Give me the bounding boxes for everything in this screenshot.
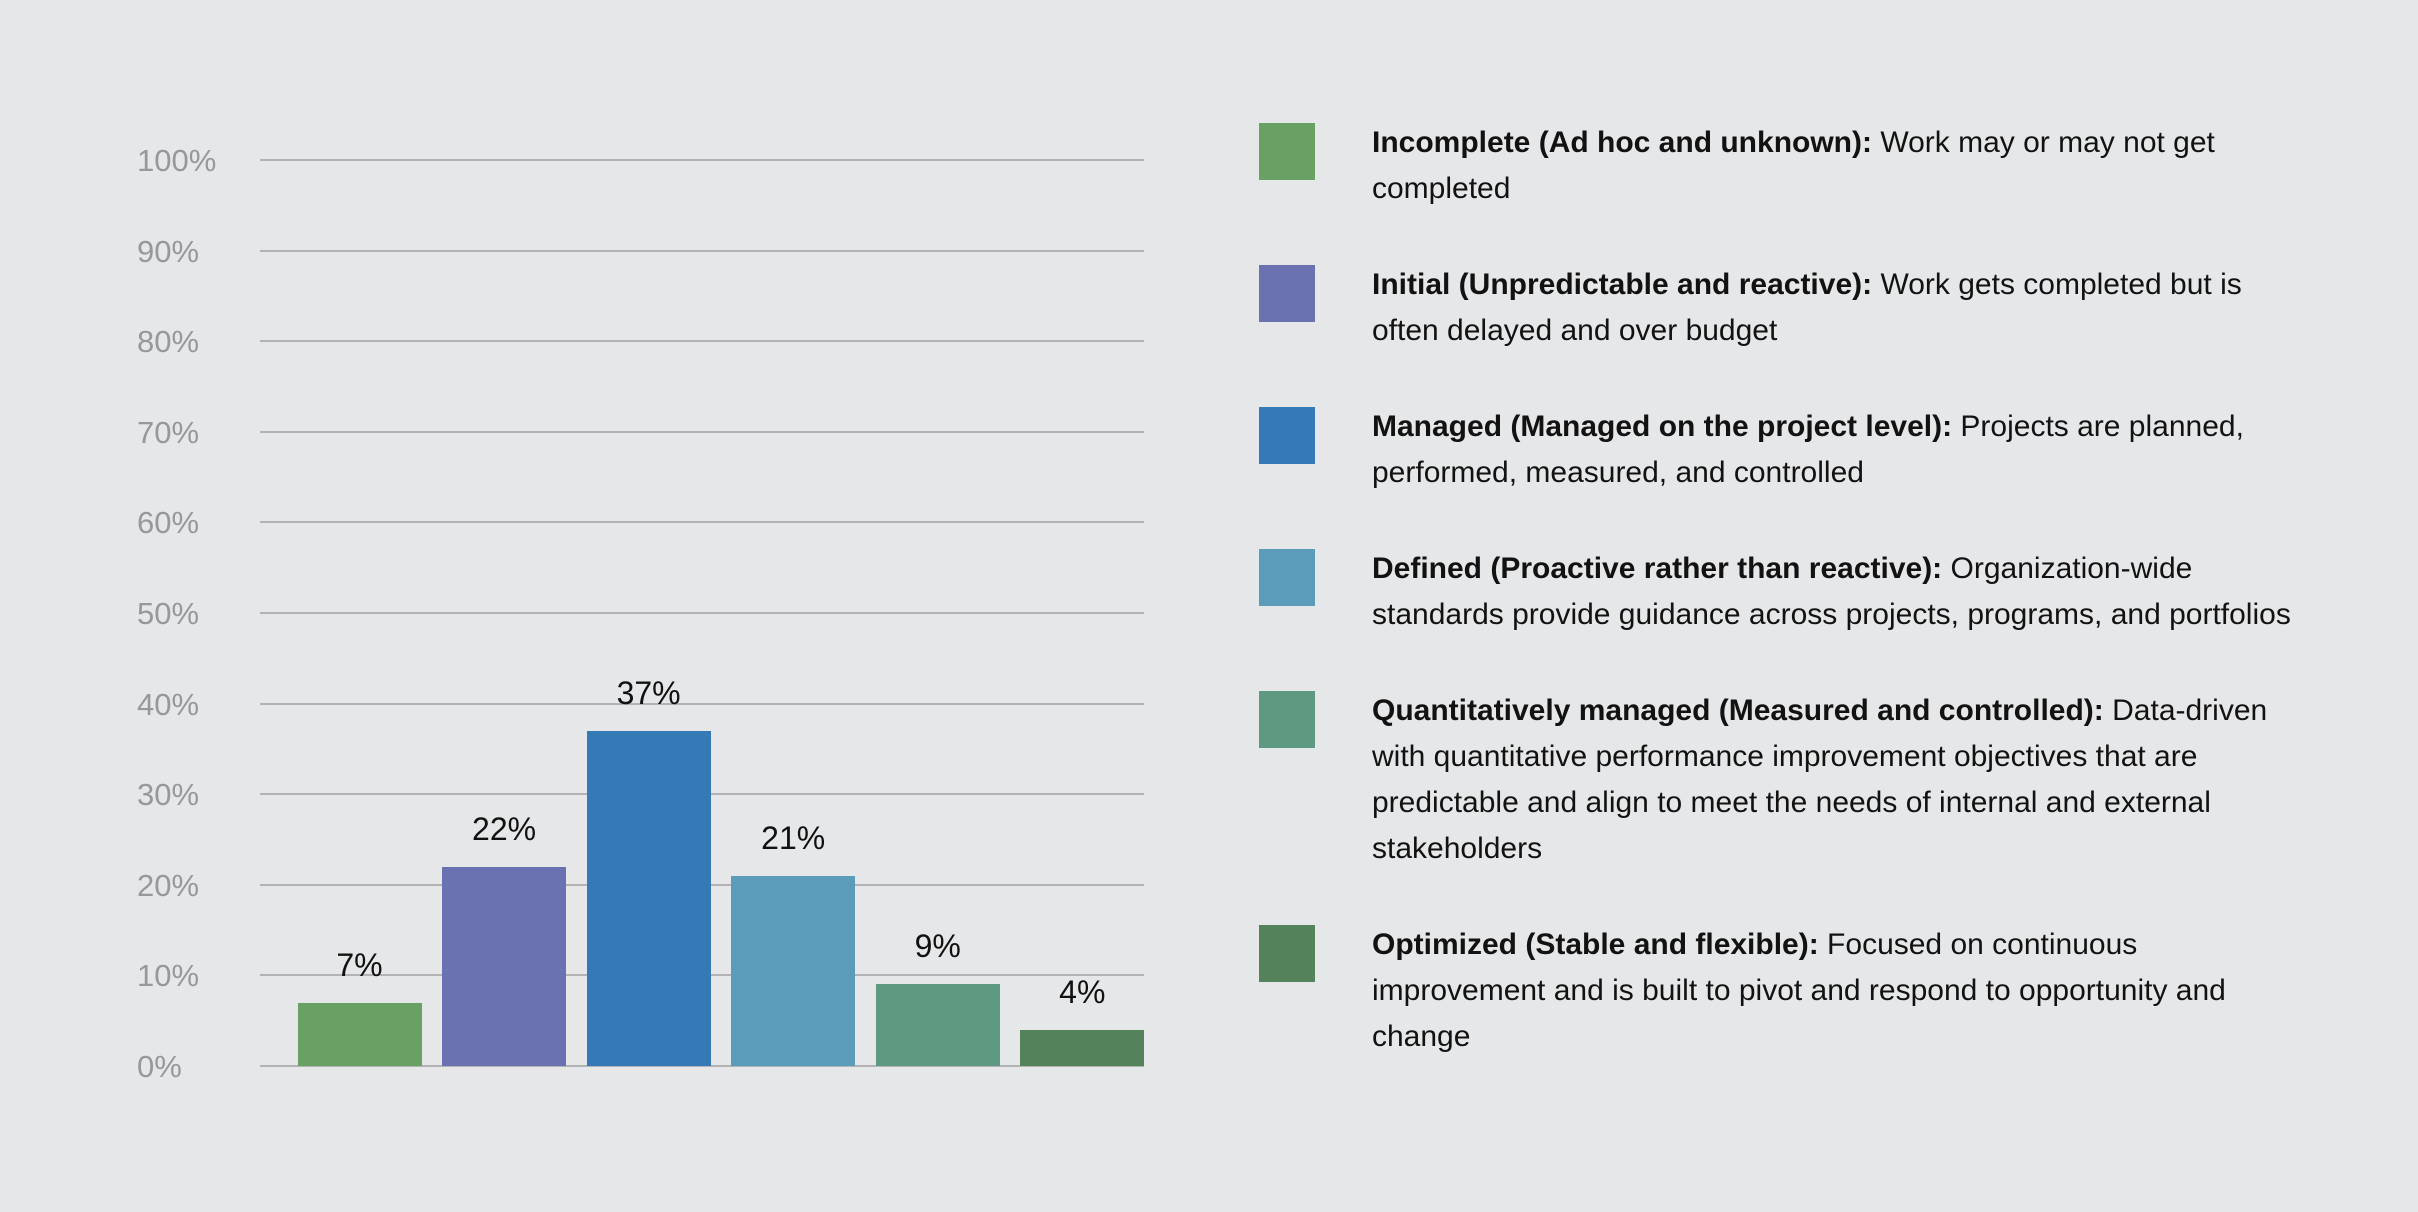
bar-value-label: 21% [761, 819, 826, 856]
y-axis-tick-label: 30% [137, 777, 200, 813]
gridline-70% [260, 430, 1144, 433]
gridline-100% [260, 159, 1144, 161]
y-axis-tick-label: 70% [137, 414, 200, 450]
legend-description: Work may or may not get completed [1372, 126, 2215, 205]
legend-text: Quantitatively managed (Measured and con… [1372, 688, 2302, 872]
legend-label: Incomplete (Ad hoc and unknown): [1372, 126, 1872, 159]
y-axis-tick-label: 20% [137, 867, 200, 903]
gridline-0% [260, 1065, 1144, 1067]
gridline-90% [260, 249, 1144, 252]
y-axis-tick-label: 60% [137, 505, 200, 541]
y-axis-tick-label: 40% [137, 686, 200, 722]
bar-quantitatively-managed [875, 984, 1000, 1066]
legend-item-1: Initial (Unpredictable and reactive): Wo… [1259, 262, 2302, 354]
legend-item-4: Quantitatively managed (Measured and con… [1259, 688, 2302, 872]
y-axis-tick-label: 50% [137, 596, 200, 631]
y-axis-tick-label: 100% [137, 143, 217, 178]
legend-swatch [1259, 407, 1315, 464]
legend-description: Organization-wide standards provide guid… [1372, 552, 2291, 631]
y-axis-tick-label: 10% [137, 958, 200, 994]
legend-description: Data-driven with quantitative performanc… [1372, 694, 2268, 865]
legend-text: Initial (Unpredictable and reactive): Wo… [1372, 262, 2302, 354]
bar-value-label: 9% [914, 928, 961, 965]
bar-value-label: 22% [472, 810, 537, 847]
legend-swatch [1259, 691, 1315, 748]
bar-incomplete [297, 1002, 422, 1066]
bar-optimized [1020, 1029, 1145, 1066]
legend-item-3: Defined (Proactive rather than reactive)… [1259, 546, 2302, 638]
legend-text: Incomplete (Ad hoc and unknown): Work ma… [1372, 120, 2302, 212]
y-axis-tick-label: 90% [137, 233, 200, 269]
legend-swatch [1259, 265, 1315, 322]
legend-label: Initial (Unpredictable and reactive): [1372, 268, 1873, 301]
legend-label: Managed (Managed on the project level): [1372, 410, 1953, 443]
gridline-50% [260, 612, 1144, 614]
legend-label: Quantitatively managed (Measured and con… [1372, 694, 2104, 727]
gridline-80% [260, 340, 1144, 343]
legend-swatch [1259, 123, 1315, 180]
bar-value-label: 4% [1059, 973, 1106, 1010]
legend-label: Optimized (Stable and flexible): [1372, 928, 1819, 961]
bar-defined [731, 875, 856, 1066]
legend-text: Managed (Managed on the project level): … [1372, 404, 2302, 496]
legend-text: Defined (Proactive rather than reactive)… [1372, 546, 2302, 638]
legend-item-5: Optimized (Stable and flexible): Focused… [1259, 922, 2302, 1060]
legend-text: Optimized (Stable and flexible): Focused… [1372, 922, 2302, 1060]
legend-description: Focused on continuous improvement and is… [1372, 928, 2226, 1053]
legend-description: Work gets completed but is often delayed… [1372, 268, 2242, 347]
legend-description: Projects are planned, performed, measure… [1372, 410, 2244, 489]
legend-item-0: Incomplete (Ad hoc and unknown): Work ma… [1259, 120, 2302, 212]
bar-value-label: 7% [336, 946, 383, 983]
bar-initial [442, 866, 567, 1066]
gridline-60% [260, 521, 1144, 524]
legend-label: Defined (Proactive rather than reactive)… [1372, 552, 1943, 585]
bar-managed [586, 730, 711, 1066]
gridline-40% [260, 702, 1144, 705]
y-axis-tick-label: 0% [137, 1049, 182, 1084]
chart-legend: Incomplete (Ad hoc and unknown): Work ma… [1259, 120, 2302, 1060]
bar-value-label: 37% [616, 674, 681, 711]
legend-swatch [1259, 925, 1315, 982]
y-axis-tick-label: 80% [137, 324, 200, 360]
legend-swatch [1259, 549, 1315, 606]
legend-item-2: Managed (Managed on the project level): … [1259, 404, 2302, 496]
